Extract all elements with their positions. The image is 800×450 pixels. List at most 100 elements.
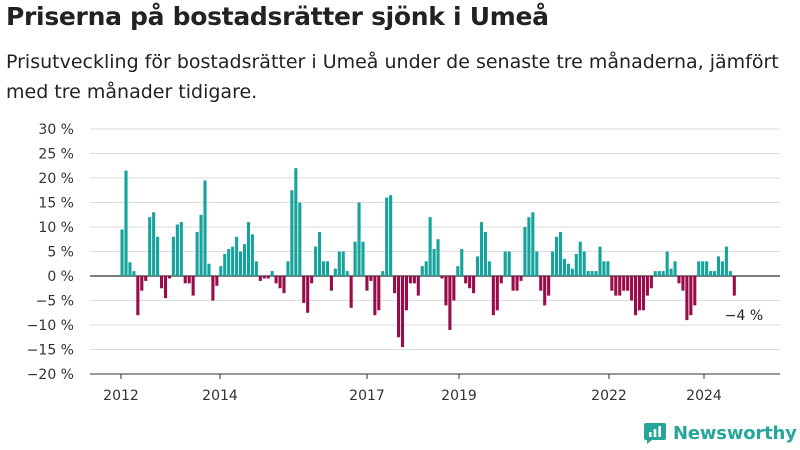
bar (302, 276, 306, 303)
bar (345, 271, 349, 276)
bar (610, 276, 614, 291)
bar (408, 276, 412, 284)
bar (641, 276, 645, 311)
bar (503, 251, 507, 276)
bar (270, 271, 274, 276)
bar (669, 268, 673, 276)
bar (420, 266, 424, 276)
bar (531, 212, 535, 276)
bar (685, 276, 689, 321)
bar (373, 276, 377, 316)
y-tick-label: 20 % (38, 171, 74, 187)
bar (266, 276, 270, 279)
bar (665, 251, 669, 276)
bar (377, 276, 381, 311)
bar (645, 276, 649, 296)
bar (306, 276, 310, 313)
bar (361, 241, 365, 276)
bar (436, 239, 440, 276)
bar (393, 276, 397, 294)
bar (724, 246, 728, 276)
bar (219, 266, 223, 276)
bar (479, 222, 484, 276)
bar (543, 276, 547, 306)
bar (460, 249, 464, 276)
bar (144, 276, 148, 281)
y-tick-label: 15 % (38, 196, 74, 212)
bar (400, 276, 405, 348)
bar (298, 202, 302, 276)
bar (223, 253, 227, 276)
bar (590, 271, 594, 276)
bar (124, 170, 128, 276)
bar (582, 251, 586, 276)
bar (160, 276, 164, 289)
bar (152, 212, 156, 276)
bar (586, 271, 590, 276)
bar (637, 276, 642, 311)
bar (539, 276, 543, 291)
x-tick-label: 2014 (202, 388, 238, 404)
bar (294, 168, 298, 276)
y-tick-label: 30 % (38, 122, 74, 138)
bar (274, 276, 278, 284)
bar (570, 268, 574, 276)
bar (693, 276, 697, 306)
bar (175, 224, 179, 276)
newsworthy-brand: Newsworthy (643, 418, 797, 448)
bar (594, 271, 598, 276)
bar (203, 180, 207, 276)
bar (705, 261, 709, 276)
bar (318, 231, 322, 276)
bar (227, 249, 231, 276)
bar (566, 263, 570, 276)
bar (140, 276, 144, 291)
bars (120, 168, 736, 348)
y-tick-label: 5 % (47, 245, 74, 261)
bar (578, 241, 582, 276)
bar (128, 262, 132, 276)
bar (653, 271, 657, 276)
y-tick-label: −5 % (36, 294, 74, 310)
bar (282, 276, 286, 294)
bar (369, 276, 373, 281)
bar (215, 276, 219, 286)
bar (290, 190, 294, 276)
bar (681, 276, 685, 291)
bar (207, 263, 211, 276)
bar (720, 261, 724, 276)
bar (649, 276, 653, 289)
bar (661, 271, 665, 276)
bar (507, 251, 511, 276)
bar (606, 261, 610, 276)
bar (242, 244, 247, 276)
bar (428, 217, 432, 276)
bar (310, 276, 314, 284)
bar (551, 251, 555, 276)
bar (404, 276, 408, 311)
bar (634, 276, 638, 316)
bar (701, 261, 705, 276)
bar (381, 271, 385, 276)
bar (246, 222, 250, 276)
bar (476, 256, 480, 276)
bar (183, 276, 187, 284)
y-tick-label: −10 % (27, 318, 74, 334)
bar (732, 276, 736, 296)
bar (365, 276, 369, 291)
bar (120, 229, 124, 276)
bar (558, 231, 563, 276)
bar (630, 276, 634, 301)
bar (254, 261, 258, 276)
bar (452, 276, 456, 301)
bar (697, 261, 701, 276)
bar (515, 276, 519, 291)
bar (250, 234, 254, 276)
bar (713, 271, 717, 276)
bar (432, 249, 436, 276)
x-tick-label: 2017 (349, 388, 385, 404)
bar (235, 236, 239, 276)
bar (258, 276, 262, 281)
bar (333, 268, 337, 276)
